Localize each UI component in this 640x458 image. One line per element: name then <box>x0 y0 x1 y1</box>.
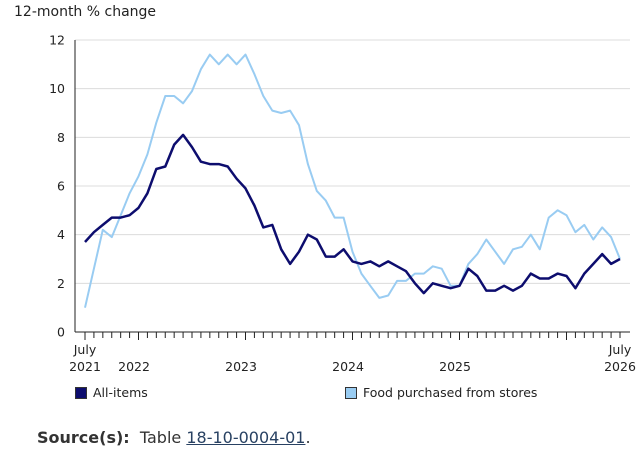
legend-item-all-items: All-items <box>75 385 148 400</box>
legend-label-food: Food purchased from stores <box>363 385 538 400</box>
y-axis-title: 12-month % change <box>14 4 157 20</box>
source-text: Table <box>139 428 182 447</box>
x-tick-label-year: 2023 <box>225 359 257 374</box>
source-label: Source(s): <box>37 428 130 447</box>
legend: All-items Food purchased from stores <box>75 385 635 405</box>
x-tick-label-year: 2025 <box>439 359 471 374</box>
legend-swatch-food <box>345 386 357 399</box>
x-tick-label-year: 2024 <box>332 359 364 374</box>
y-tick-label: 0 <box>57 325 65 340</box>
source-note: Source(s): Table 18-10-0004-01. <box>37 428 311 447</box>
source-table-link[interactable]: 18-10-0004-01 <box>186 428 306 447</box>
x-tick-label-year: 2021 <box>69 359 101 374</box>
y-tick-label: 12 <box>49 33 65 48</box>
x-tick-label-month: July <box>608 342 632 357</box>
y-tick-label: 2 <box>57 276 65 291</box>
y-tick-label: 6 <box>57 179 65 194</box>
x-tick-label-year: 2022 <box>118 359 150 374</box>
legend-label-all-items: All-items <box>93 385 148 400</box>
legend-swatch-all-items <box>75 386 87 399</box>
y-tick-label: 8 <box>57 130 65 145</box>
series-line-all-items <box>84 133 621 295</box>
legend-item-food: Food purchased from stores <box>345 385 537 400</box>
line-chart: 0 2 4 6 8 10 12 July 2021 2022 2023 2024 2025 July 202… <box>49 33 636 375</box>
series-line-food <box>84 53 621 308</box>
x-tick-label-year: 2026 <box>604 359 636 374</box>
y-tick-label: 4 <box>57 227 65 242</box>
source-end: . <box>305 428 311 447</box>
y-tick-label: 10 <box>49 81 65 96</box>
x-tick-label-month: July <box>73 342 97 357</box>
